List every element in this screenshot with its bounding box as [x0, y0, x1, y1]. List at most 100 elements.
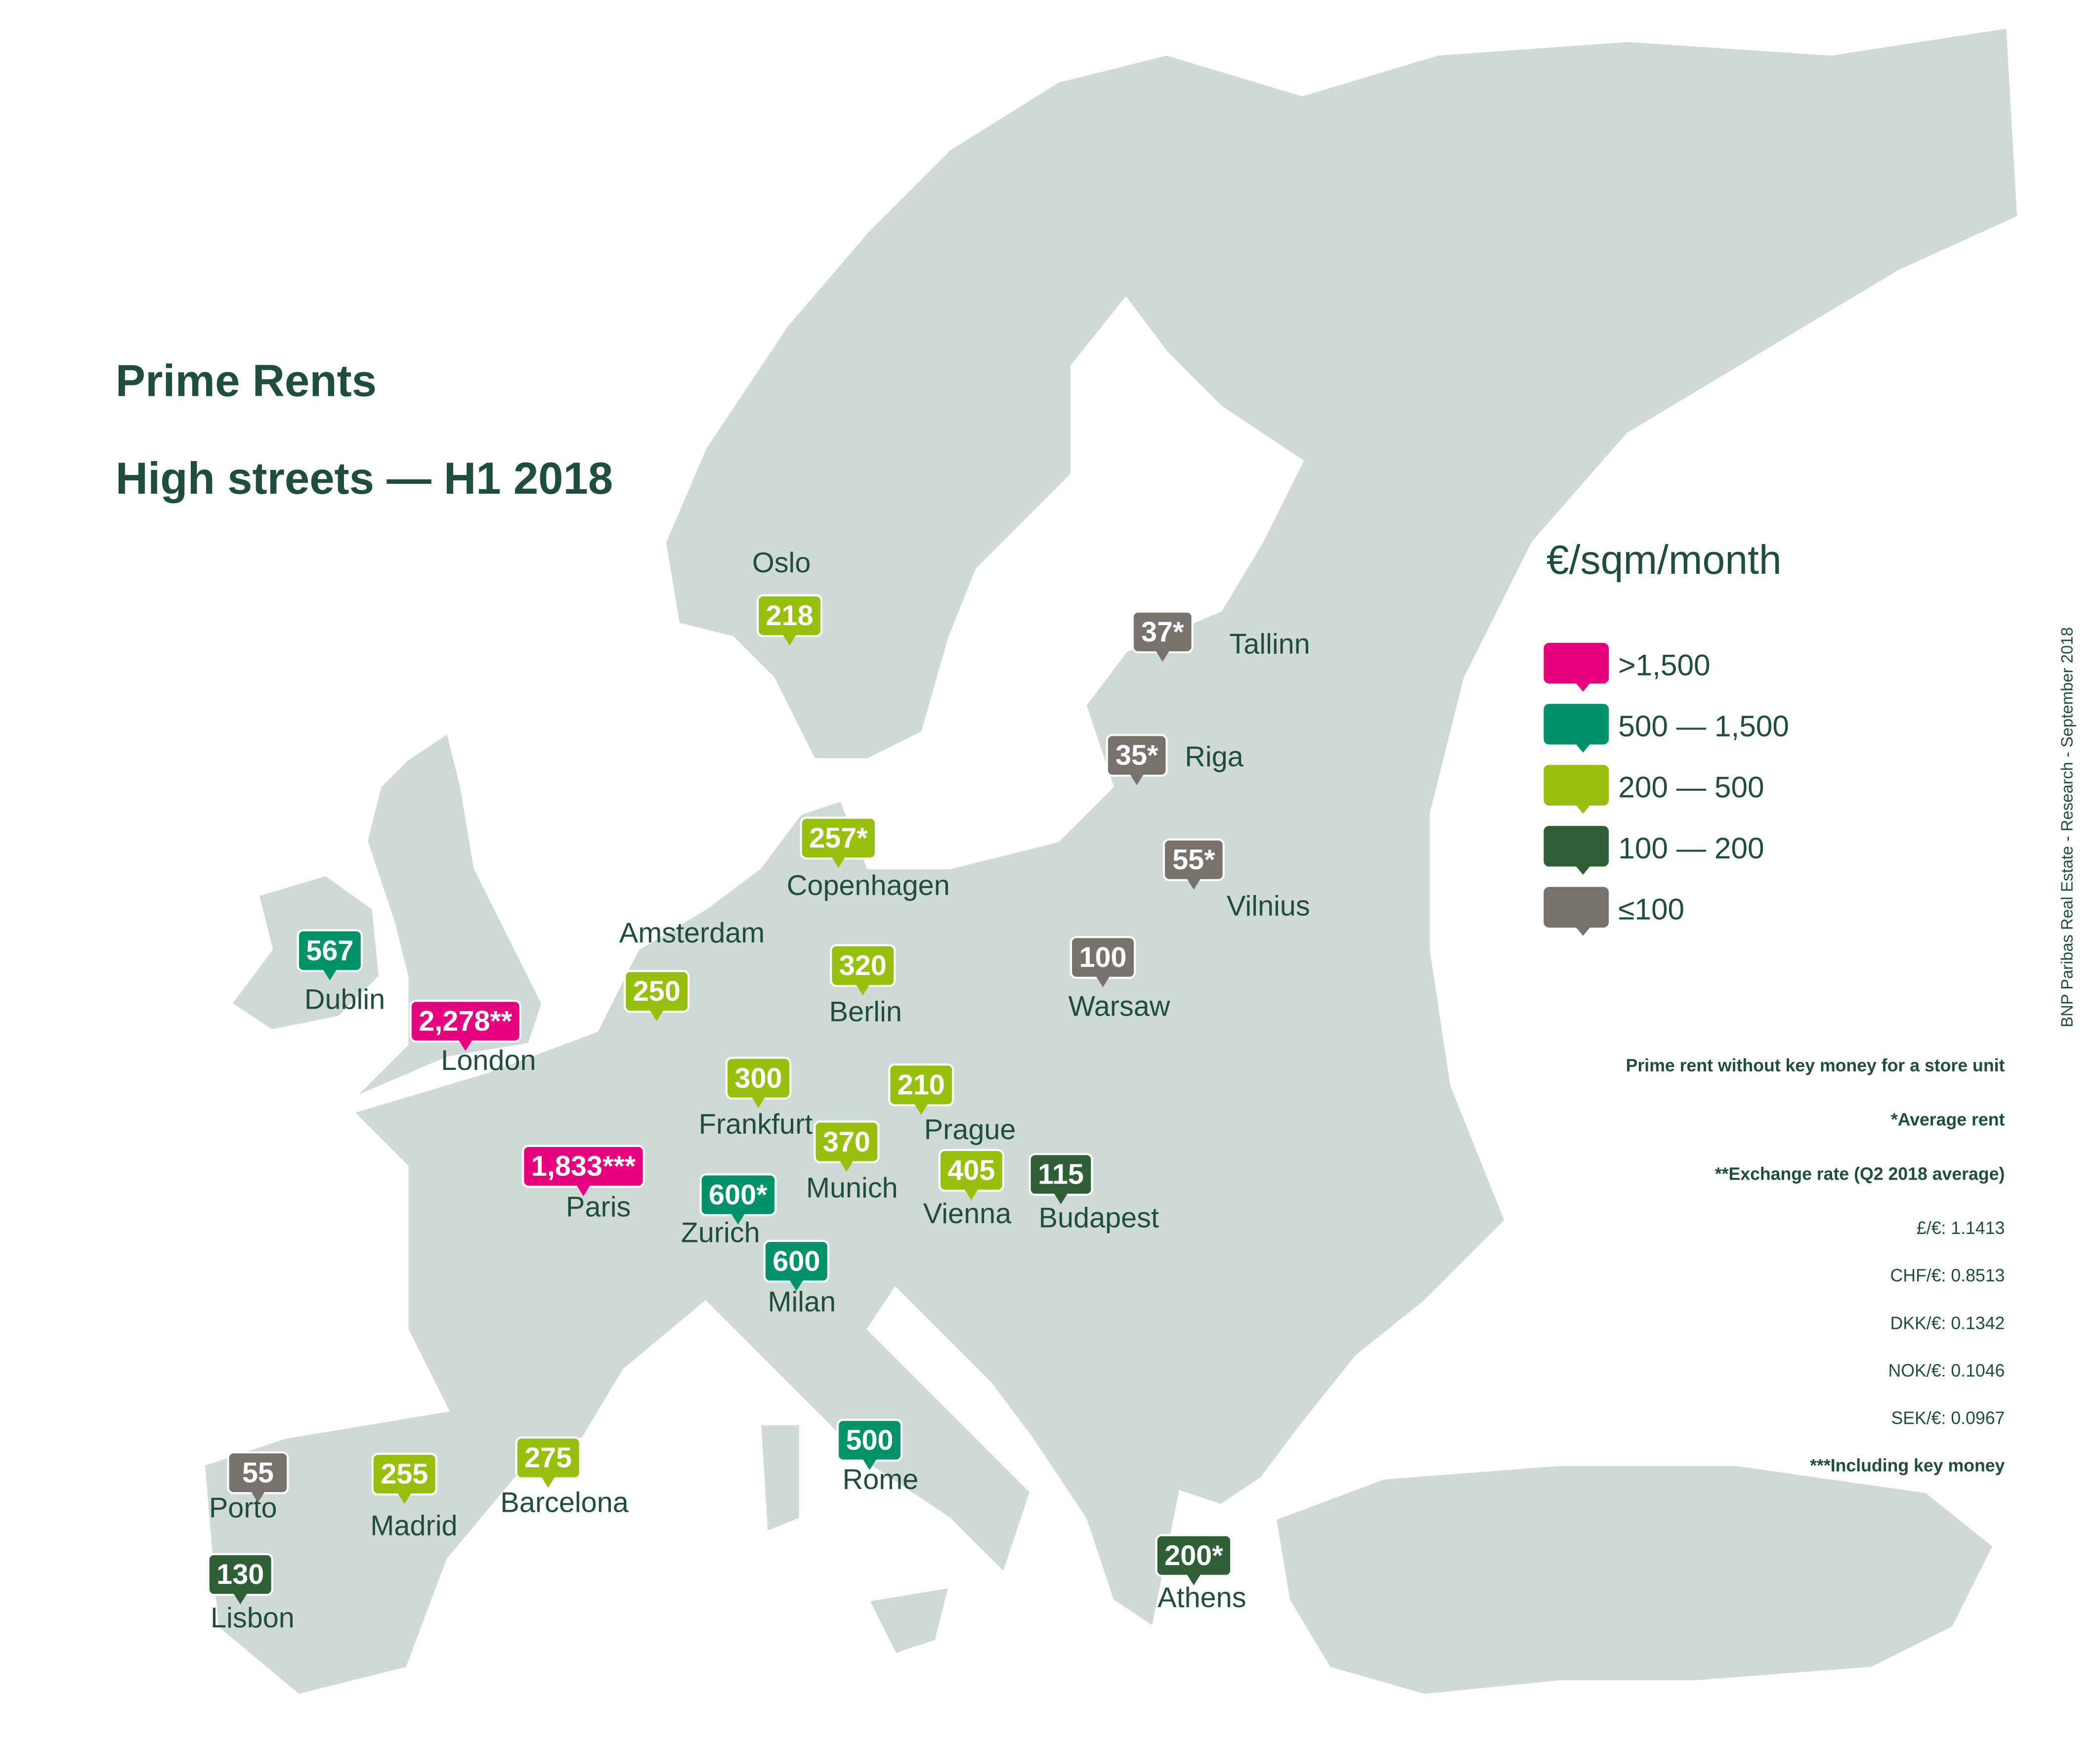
rent-badge-text: 300: [734, 1063, 782, 1094]
rent-badge-pointer: [840, 1161, 854, 1172]
rent-badge-pointer: [731, 1214, 745, 1225]
rent-badge-text: 55: [242, 1457, 274, 1489]
rent-badge-text: 257*: [809, 822, 868, 854]
legend-label: 100 — 200: [1618, 831, 1764, 865]
rent-badge: 37*: [1131, 610, 1194, 662]
legend-swatch: [1543, 826, 1609, 867]
rent-badge: 1,833***: [522, 1145, 645, 1196]
notes: Prime rent without key money for a store…: [1626, 1056, 2005, 1476]
legend-swatch: [1543, 765, 1609, 806]
city-name: Copenhagen: [787, 870, 950, 901]
city-name: Oslo: [752, 547, 811, 579]
rent-badge: 250: [624, 970, 690, 1021]
city-name: Amsterdam: [619, 917, 765, 949]
rent-badge-pointer: [459, 1040, 472, 1051]
city-name: Barcelona: [500, 1487, 629, 1519]
source: BNP Paribas Real Estate - Research - Sep…: [2058, 627, 2076, 1027]
note: CHF/€: 0.8513: [1890, 1266, 2005, 1285]
rent-badge-pointer: [649, 1010, 664, 1021]
rent-badge: 218: [757, 594, 823, 646]
legend-pointer: [1576, 744, 1590, 753]
rent-badge: 300: [725, 1057, 792, 1108]
legend-item: 200 — 500: [1543, 765, 1764, 814]
rent-badge-pointer: [576, 1185, 591, 1196]
rent-badge-pointer: [831, 857, 846, 868]
legend-item: 500 — 1,500: [1543, 704, 1789, 753]
rent-badge-pointer: [233, 1593, 247, 1605]
rent-badge-pointer: [914, 1104, 928, 1115]
rent-badge-pointer: [964, 1189, 979, 1200]
rent-badge: 115: [1029, 1153, 1093, 1204]
legend: >1,500 500 — 1,500 200 — 500 100 — 200 ≤100: [1543, 642, 1789, 936]
rent-badge-text: 500: [846, 1425, 893, 1456]
legend-pointer: [1576, 866, 1590, 875]
cities: Oslo 218 Tallinn 37* Riga 35* Copenhagen 257* Vi…: [207, 547, 1310, 1634]
rent-badge: 55*: [1162, 838, 1225, 890]
rent-badge: 100: [1070, 936, 1136, 987]
rent-badge-text: 2,278**: [419, 1006, 513, 1037]
rent-badge-text: 320: [839, 950, 887, 981]
rent-badge-pointer: [782, 635, 797, 646]
legend-label: ≤100: [1618, 893, 1684, 926]
city-name: Zurich: [681, 1217, 760, 1249]
legend-label: >1,500: [1618, 648, 1710, 682]
rent-badge-pointer: [1054, 1193, 1068, 1204]
rent-badge-text: 567: [306, 935, 353, 967]
rent-badge-pointer: [397, 1493, 411, 1504]
rent-badge-text: 130: [216, 1559, 264, 1590]
note: **Exchange rate (Q2 2018 average): [1715, 1164, 2005, 1184]
unit: €/sqm/month: [1546, 537, 1782, 583]
rent-badge-pointer: [251, 1491, 265, 1503]
city: Warsaw 100: [1068, 936, 1170, 1022]
rent-badge: 500: [836, 1419, 903, 1470]
rent-badge-pointer: [856, 984, 870, 996]
rent-badge-pointer: [323, 970, 337, 981]
rent-badge: 130: [207, 1553, 273, 1605]
city: Vilnius 55*: [1162, 838, 1310, 922]
rent-badge-pointer: [1187, 879, 1201, 890]
rent-badge: 210: [888, 1063, 954, 1115]
rent-badge-text: 115: [1038, 1159, 1084, 1191]
rent-badge-pointer: [751, 1097, 766, 1108]
continent: [202, 25, 2020, 1697]
rent-badge-text: 35*: [1115, 740, 1158, 771]
city: Amsterdam 250: [619, 917, 765, 1021]
turkey: [1273, 1463, 1996, 1697]
rent-badge: 600*: [699, 1173, 777, 1225]
rent-badge-text: 250: [633, 976, 681, 1007]
legend-item: 100 — 200: [1543, 826, 1764, 875]
legend-swatch: [1543, 704, 1609, 745]
legend-label: 500 — 1,500: [1618, 709, 1789, 743]
rent-badge: 320: [830, 944, 896, 996]
city: Madrid 255: [370, 1452, 458, 1541]
legend-pointer: [1576, 806, 1590, 814]
rent-badge: 35*: [1106, 734, 1168, 785]
city-name: Milan: [768, 1286, 836, 1318]
city: Dublin 567: [297, 929, 385, 1016]
city: Athens 200*: [1155, 1534, 1246, 1614]
city-name: Porto: [209, 1492, 277, 1524]
rent-badge: 255: [371, 1452, 437, 1504]
great-britain: [352, 730, 545, 1100]
city: Lisbon 130: [207, 1553, 295, 1634]
note: £/€: 1.1413: [1917, 1218, 2005, 1238]
city: Vienna 405: [923, 1148, 1012, 1230]
city: Zurich 600*: [681, 1173, 777, 1249]
rent-badge-text: 405: [947, 1154, 995, 1186]
note: DKK/€: 0.1342: [1890, 1313, 2005, 1333]
city: Budapest 115: [1029, 1153, 1159, 1234]
city: Oslo 218: [752, 547, 823, 646]
rent-badge: 200*: [1155, 1534, 1233, 1585]
rent-badge-text: 100: [1079, 942, 1126, 974]
rent-badge: 55: [227, 1451, 289, 1503]
note: Prime rent without key money for a store…: [1626, 1056, 2005, 1075]
city: Berlin 320: [829, 944, 902, 1027]
city-name: Vienna: [923, 1198, 1012, 1230]
note: NOK/€: 0.1046: [1888, 1361, 2005, 1380]
rent-badge: 405: [938, 1148, 1004, 1200]
legend-swatch: [1543, 887, 1609, 928]
rent-badge-pointer: [789, 1280, 804, 1291]
note: SEK/€: 0.0967: [1891, 1408, 2005, 1428]
